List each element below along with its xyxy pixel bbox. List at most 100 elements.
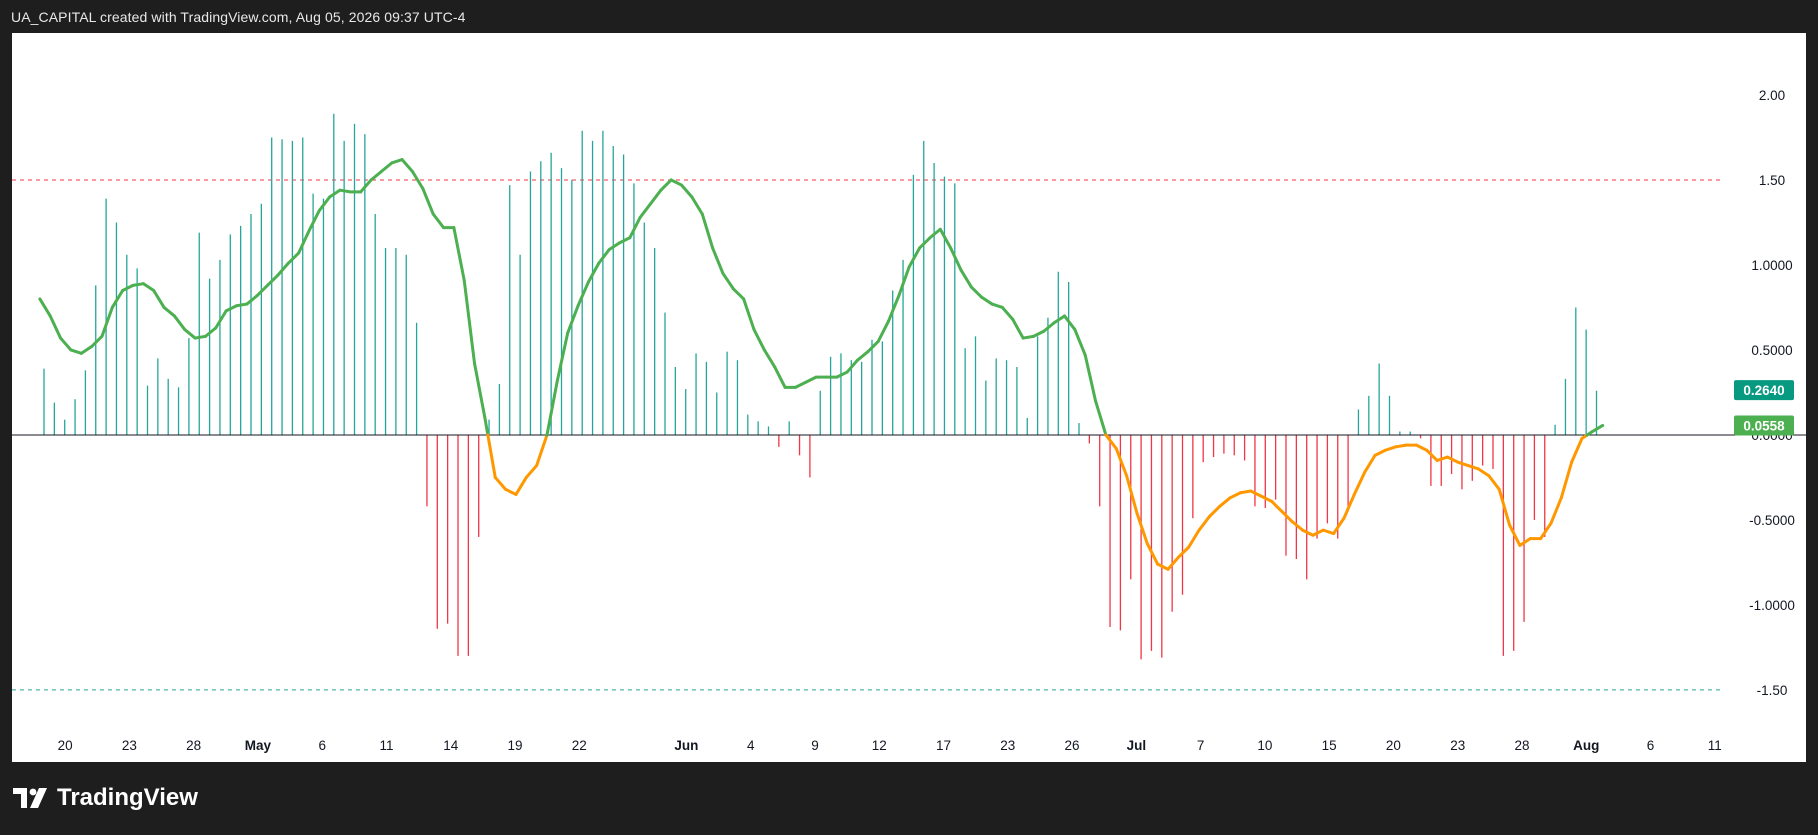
signal-line-segment	[452, 226, 466, 282]
signal-line-segment	[235, 302, 249, 308]
signal-line-segment	[162, 305, 176, 318]
signal-line-segment	[1363, 453, 1377, 474]
signal-line-segment	[266, 273, 280, 287]
x-tick-label: 4	[747, 738, 755, 753]
signal-line-segment	[1052, 314, 1067, 325]
tradingview-brand[interactable]: TradingView	[13, 784, 198, 812]
signal-line-segment	[1125, 474, 1139, 515]
x-tick-label: 22	[572, 738, 587, 753]
y-tick-label: 2.00	[1759, 88, 1785, 103]
signal-line-segment	[576, 280, 590, 308]
signal-line-segment	[152, 288, 166, 309]
signal-line-segment	[1539, 521, 1553, 541]
last-value-label: 0.2640	[1743, 383, 1784, 398]
signal-line-segment	[100, 305, 114, 338]
signal-line-segment	[69, 348, 83, 355]
signal-line-segment	[183, 328, 197, 340]
signal-line-segment	[1218, 496, 1232, 508]
signal-line-segment	[804, 375, 818, 384]
signal-line-segment	[907, 246, 922, 269]
signal-line-segment	[483, 416, 490, 437]
x-tick-label: 20	[1386, 738, 1401, 753]
x-tick-label: 28	[186, 738, 201, 753]
signal-line-segment	[649, 188, 663, 206]
signal-line-segment	[1259, 494, 1274, 503]
signal-line-segment	[504, 487, 518, 496]
signal-line-segment	[1301, 528, 1315, 537]
signal-line-segment	[1477, 467, 1491, 478]
signal-line-segment	[110, 288, 125, 309]
signal-line-segment	[1011, 317, 1025, 340]
signal-line-segment	[700, 212, 715, 250]
signal-line-segment	[669, 178, 684, 187]
signal-line-segment	[90, 334, 104, 349]
signal-line-segment	[38, 297, 52, 318]
signal-line-segment	[773, 365, 787, 389]
signal-line-segment	[328, 188, 342, 199]
signal-line-segment	[1238, 489, 1253, 495]
signal-line-segment	[566, 304, 580, 335]
signal-line-segment	[1487, 474, 1501, 491]
last-value-badge	[1734, 380, 1794, 401]
signal-line-segment	[617, 236, 632, 245]
signal-line-segment	[193, 334, 207, 340]
oscillator-chart[interactable]: 2.001.501.00000.50000.0000-0.5000-1.0000…	[12, 33, 1806, 762]
signal-line-segment	[731, 287, 746, 301]
signal-line-segment	[597, 248, 611, 265]
signal-line-segment	[1063, 314, 1077, 332]
signal-line-segment	[473, 362, 487, 420]
signal-line-segment	[969, 285, 984, 299]
x-tick-label: Jun	[674, 738, 698, 753]
signal-line-segment	[379, 161, 394, 173]
signal-line-segment	[1590, 423, 1605, 434]
signal-line-segment	[1570, 436, 1584, 464]
signal-line-segment	[1435, 455, 1449, 462]
signal-line-segment	[369, 169, 383, 182]
signal-line-segment	[990, 302, 1004, 309]
signal-line-segment	[493, 475, 508, 491]
signal-line-segment	[762, 348, 777, 369]
last-value-badge	[1734, 415, 1794, 436]
signal-line-segment	[59, 336, 73, 352]
signal-line-segment	[514, 475, 528, 496]
signal-line-segment	[1280, 509, 1294, 524]
signal-line-segment	[866, 339, 880, 354]
signal-line-segment	[1508, 523, 1522, 547]
signal-line-segment	[410, 169, 425, 190]
signal-line-segment	[1031, 329, 1046, 338]
signal-line-segment	[980, 295, 994, 306]
signal-line-segment	[1394, 443, 1408, 449]
x-tick-label: May	[245, 738, 272, 753]
signal-line-segment	[1135, 511, 1149, 546]
signal-line-segment	[1373, 448, 1387, 457]
signal-line-segment	[949, 246, 963, 272]
signal-line-segment	[245, 294, 259, 306]
chart-panel[interactable]: 2.001.501.00000.50000.0000-0.5000-1.0000…	[12, 33, 1806, 762]
signal-line-segment	[742, 297, 756, 332]
signal-line-segment	[1425, 448, 1439, 462]
x-tick-label: 7	[1197, 738, 1205, 753]
signal-line-segment	[897, 265, 911, 298]
signal-line-segment	[1197, 515, 1211, 532]
signal-line-segment	[462, 278, 477, 366]
signal-line-segment	[835, 370, 849, 379]
signal-line-segment	[545, 379, 559, 437]
last-value-label: 0.0558	[1743, 418, 1785, 433]
signal-line-segment	[1311, 528, 1325, 537]
x-tick-label: 12	[872, 738, 887, 753]
y-tick-label: 1.50	[1759, 173, 1785, 188]
x-tick-label: Aug	[1573, 738, 1599, 753]
x-tick-label: 23	[1450, 738, 1465, 753]
x-tick-label: 23	[122, 738, 137, 753]
signal-line-segment	[255, 283, 270, 298]
x-tick-label: 9	[811, 738, 819, 753]
y-tick-label: 0.5000	[1751, 343, 1792, 358]
signal-line-segment	[286, 251, 301, 265]
signal-line-segment	[141, 282, 156, 292]
signal-line-segment	[959, 268, 973, 289]
signal-line-segment	[876, 319, 891, 343]
y-tick-label: -1.0000	[1749, 598, 1795, 613]
signal-line-segment	[359, 178, 373, 194]
x-tick-label: 11	[1708, 738, 1722, 753]
signal-line-segment	[79, 345, 94, 355]
